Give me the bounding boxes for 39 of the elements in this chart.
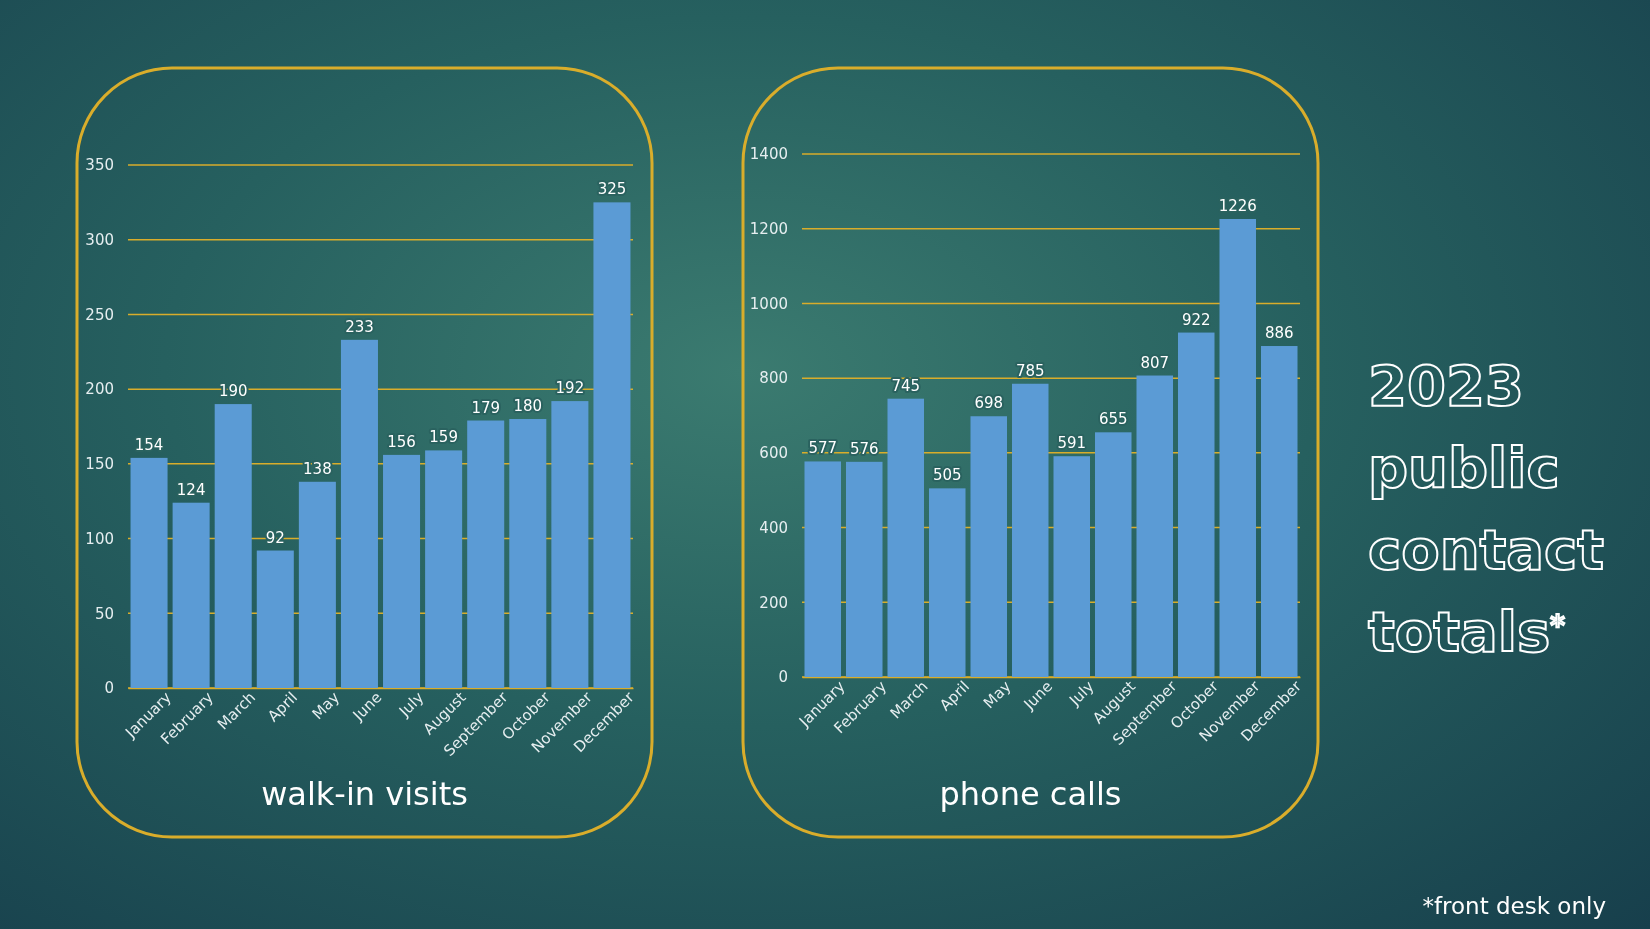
- data-label: 655: [1098, 410, 1128, 429]
- y-tick-label: 0: [778, 668, 788, 687]
- y-tick-label: 150: [85, 455, 114, 474]
- y-tick-label: 1400: [749, 145, 788, 164]
- y-tick-label: 800: [759, 369, 788, 388]
- y-tick-label: 0: [104, 679, 114, 698]
- data-label: 159: [429, 428, 458, 447]
- y-tick-label: 200: [85, 380, 114, 399]
- x-axis-title: phone calls: [939, 775, 1122, 813]
- data-label: 745: [891, 376, 921, 395]
- data-label: 233: [345, 317, 374, 336]
- data-label: 124: [176, 480, 206, 499]
- data-label: 180: [513, 397, 543, 416]
- y-tick-label: 400: [759, 518, 788, 537]
- y-tick-label: 600: [759, 444, 788, 463]
- y-tick-label: 200: [759, 593, 788, 612]
- y-tick-label: 1000: [749, 294, 788, 313]
- y-tick-label: 300: [85, 231, 114, 250]
- data-label: 1226: [1218, 197, 1257, 215]
- y-tick-label: 350: [85, 156, 114, 175]
- data-label: 886: [1264, 324, 1294, 343]
- data-label: 698: [974, 394, 1004, 413]
- y-tick-label: 250: [85, 305, 114, 324]
- data-label: 154: [134, 435, 164, 454]
- data-label: 138: [303, 459, 332, 478]
- data-label: 785: [1015, 361, 1045, 380]
- data-label: 325: [597, 180, 627, 199]
- data-label: 807: [1140, 353, 1170, 372]
- data-label: 505: [932, 466, 962, 485]
- y-tick-label: 50: [94, 604, 114, 623]
- x-axis-title: walk-in visits: [261, 775, 468, 813]
- data-label: 922: [1181, 310, 1211, 329]
- text: *front desk only: [1422, 893, 1606, 919]
- text: 2023 public contact totals$^{*}$: [1368, 353, 1605, 664]
- data-label: 156: [387, 432, 416, 451]
- data-label: 591: [1057, 434, 1087, 453]
- y-tick-label: 1200: [749, 220, 788, 239]
- data-label: 179: [471, 398, 501, 417]
- y-tick-label: 100: [85, 529, 114, 548]
